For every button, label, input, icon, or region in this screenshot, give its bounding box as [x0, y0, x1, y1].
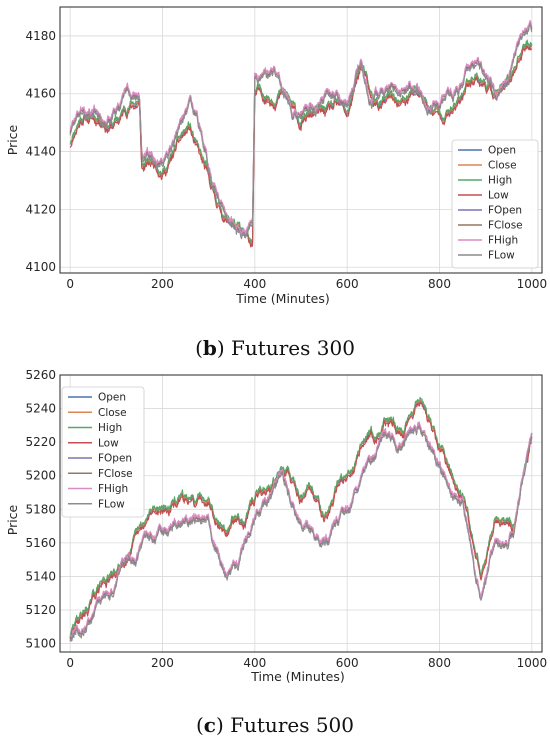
series-line-fhigh — [69, 20, 533, 237]
y-tick-label: 5200 — [25, 469, 56, 483]
caption-open: ( — [195, 336, 203, 360]
legend-label: Low — [98, 437, 119, 449]
caption-open: ( — [196, 713, 204, 737]
legend-label: FClose — [488, 220, 523, 232]
caption-text: Futures 300 — [225, 336, 355, 360]
legend-label: High — [488, 175, 512, 187]
legend-box — [61, 386, 145, 518]
caption-c: (c) Futures 500 — [196, 713, 354, 737]
plot-frame — [59, 374, 543, 653]
legend-label: FOpen — [488, 205, 522, 217]
caption-letter: b — [203, 336, 217, 360]
caption-close: ) — [216, 713, 224, 737]
chart-futures-300: 0 200 400 600 800 1000 4100 4120 4140 4160 4180 T… — [5, 6, 547, 306]
legend-label: FClose — [98, 468, 133, 480]
plot-lines — [69, 20, 533, 248]
y-tick-label: 5180 — [25, 502, 56, 516]
x-tick-label: 1000 — [517, 277, 548, 291]
y-tick-labels: 4100 4120 4140 4160 4180 — [25, 29, 56, 274]
legend-label: FHigh — [98, 483, 128, 495]
x-tick-labels: 0 200 400 600 800 1000 — [66, 277, 547, 291]
x-tick-label: 1000 — [517, 656, 548, 670]
x-tick-label: 600 — [336, 656, 359, 670]
legend: Open Close High Low FOpen FClose FHigh FLow — [451, 139, 539, 269]
y-tick-label: 4120 — [25, 202, 56, 216]
y-tick-label: 4100 — [25, 260, 56, 274]
x-tick-label: 0 — [66, 656, 74, 670]
chart-futures-500: 0 200 400 600 800 1000 5100 5120 5140 5160 5180 52… — [5, 368, 547, 684]
caption-letter: c — [204, 713, 216, 737]
legend-label: FOpen — [98, 453, 132, 465]
plot-frame — [59, 6, 543, 274]
legend-label: Close — [98, 407, 127, 419]
series-line-flow — [69, 24, 533, 240]
series-line-low — [69, 401, 533, 642]
caption-b: (b) Futures 300 — [195, 336, 355, 360]
y-tick-label: 5260 — [25, 368, 56, 382]
x-tick-label: 400 — [243, 656, 266, 670]
x-tick-label: 800 — [428, 277, 451, 291]
x-tick-label: 600 — [336, 277, 359, 291]
legend-label: FLow — [98, 498, 125, 510]
legend-label: FHigh — [488, 235, 518, 247]
series-line-fhigh — [69, 421, 533, 638]
x-tick-label: 800 — [428, 656, 451, 670]
legend-box — [451, 139, 539, 269]
y-tick-label: 5140 — [25, 569, 56, 583]
legend-label: Open — [488, 145, 516, 157]
y-tick-label: 5160 — [25, 536, 56, 550]
legend-label: Open — [98, 392, 126, 404]
y-tick-label: 5240 — [25, 402, 56, 416]
y-axis-label: Price — [5, 504, 20, 535]
series-line-low — [69, 45, 533, 248]
legend-label: High — [98, 422, 122, 434]
x-tick-label: 400 — [243, 277, 266, 291]
legend-label: Close — [488, 160, 517, 172]
y-tick-labels: 5100 5120 5140 5160 5180 5200 5220 5240 5260 — [25, 368, 56, 651]
series-line-flow — [69, 425, 533, 642]
x-tick-label: 0 — [66, 277, 74, 291]
y-tick-label: 4140 — [25, 145, 56, 159]
plot-lines — [69, 396, 533, 642]
caption-text: Futures 500 — [224, 713, 354, 737]
y-tick-label: 5220 — [25, 435, 56, 449]
legend-label: Low — [488, 190, 509, 202]
x-tick-label: 200 — [151, 656, 174, 670]
series-line-high — [69, 396, 533, 639]
y-tick-label: 4160 — [25, 87, 56, 101]
x-tick-labels: 0 200 400 600 800 1000 — [66, 656, 547, 670]
x-axis-label: Time (Minutes) — [235, 291, 330, 306]
x-axis-label: Time (Minutes) — [250, 669, 345, 684]
y-tick-label: 4180 — [25, 29, 56, 43]
y-tick-label: 5120 — [25, 603, 56, 617]
y-axis-label: Price — [5, 124, 20, 155]
caption-close: ) — [217, 336, 225, 360]
legend: Open Close High Low FOpen FClose FHigh FLow — [61, 386, 145, 518]
legend-label: FLow — [488, 250, 515, 262]
y-tick-label: 5100 — [25, 637, 56, 651]
x-tick-label: 200 — [151, 277, 174, 291]
